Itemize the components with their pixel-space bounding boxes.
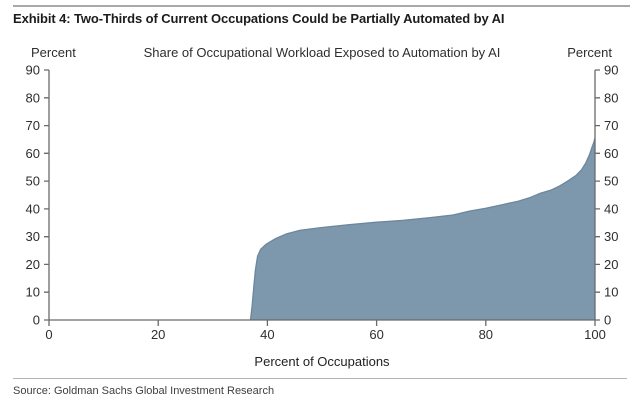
y-tick-label-left: 60 [26, 146, 40, 161]
y-tick-label-right: 10 [604, 285, 618, 300]
exposure-area [49, 138, 595, 320]
y-tick-label-right: 80 [604, 90, 618, 105]
y-tick-label-left: 50 [26, 174, 40, 189]
exposure-curve [249, 137, 596, 321]
x-tick-label: 20 [151, 327, 165, 342]
exhibit-title: Exhibit 4: Two-Thirds of Current Occupat… [13, 11, 505, 26]
y-tick-label-right: 20 [604, 257, 618, 272]
x-tick-label: 40 [260, 327, 274, 342]
y-tick-label-right: 60 [604, 146, 618, 161]
y-tick-label-left: 20 [26, 257, 40, 272]
right-axis-unit-label: Percent [567, 45, 612, 60]
y-tick-label-left: 30 [26, 229, 40, 244]
y-tick-label-right: 50 [604, 174, 618, 189]
y-tick-label-left: 90 [26, 63, 40, 78]
top-divider [13, 5, 630, 7]
y-tick-label-left: 80 [26, 90, 40, 105]
y-tick-label-left: 40 [26, 201, 40, 216]
x-tick-label: 60 [369, 327, 383, 342]
y-tick-label-left: 10 [26, 285, 40, 300]
source-note: Source: Goldman Sachs Global Investment … [13, 385, 275, 397]
x-tick-label: 0 [45, 327, 52, 342]
y-tick-label-right: 90 [604, 63, 618, 78]
y-tick-label-left: 70 [26, 118, 40, 133]
x-tick-label: 100 [584, 327, 606, 342]
y-tick-label-right: 40 [604, 201, 618, 216]
y-tick-label-left: 0 [33, 313, 40, 328]
left-axis-unit-label: Percent [31, 45, 76, 60]
footer-divider [13, 378, 627, 379]
axis-ticks [44, 69, 600, 326]
y-tick-label-right: 70 [604, 118, 618, 133]
y-tick-label-right: 30 [604, 229, 618, 244]
x-tick-label: 80 [479, 327, 493, 342]
x-axis-title: Percent of Occupations [254, 354, 390, 369]
chart-subtitle: Share of Occupational Workload Exposed t… [143, 45, 501, 60]
y-tick-label-right: 0 [604, 313, 611, 328]
